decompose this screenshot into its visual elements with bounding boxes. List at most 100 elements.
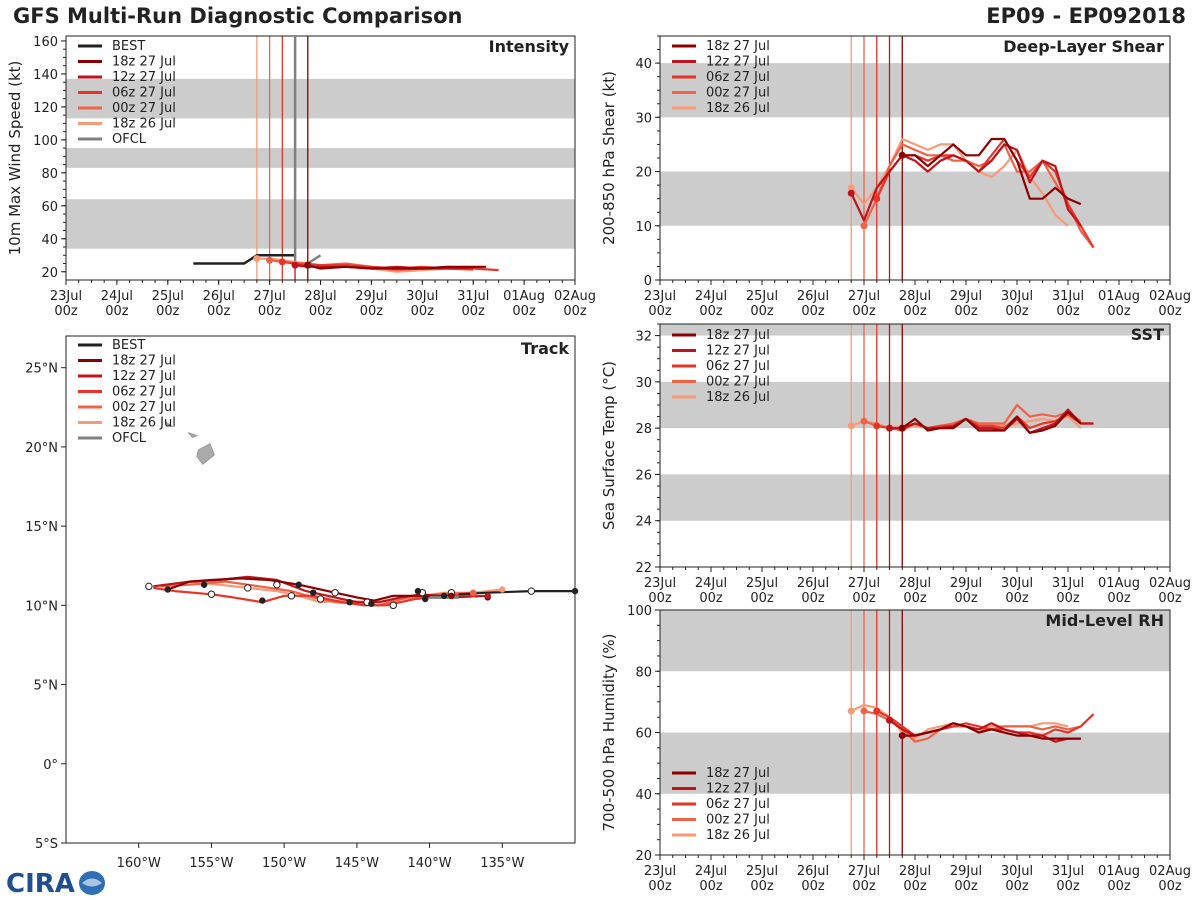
track-series-18z-27-Jul: [167, 577, 452, 602]
track-ytick-label: 25°N: [25, 362, 58, 377]
rh-legend-entry: 06z 27 Jul: [706, 797, 770, 812]
track-land-maui: [187, 432, 199, 438]
sst-band-2: [660, 324, 1170, 336]
sst-ytick-label: 28: [635, 422, 652, 437]
track-xtick-label: 150°W: [262, 856, 306, 871]
rh-xtick-label: 26Jul: [797, 864, 829, 879]
rh-xtick-label: 24Jul: [695, 864, 727, 879]
track-ytick-label: 0°: [43, 758, 58, 773]
track-legend-entry: BEST: [112, 338, 145, 353]
shear-xtick-label: 00z: [699, 304, 723, 319]
intensity-ytick-label: 100: [33, 134, 58, 149]
intensity-xtick-label: 00z: [563, 304, 587, 319]
shear-xtick-label: 00z: [648, 304, 672, 319]
sst-legend-entry: 12z 27 Jul: [706, 344, 770, 359]
track-ytick-label: 5°N: [34, 679, 59, 694]
rh-xtick-label: 00z: [801, 879, 825, 894]
rh-xtick-label: 00z: [1056, 879, 1080, 894]
track-open-marker: [287, 592, 296, 600]
shear-ylabel: 200-850 hPa Shear (kt): [600, 71, 618, 245]
shear-series-12z-27-Jul: [850, 143, 1082, 227]
rh-ylabel: 700-500 hPa Humidity (%): [600, 633, 618, 831]
intensity-xtick-label: 00z: [462, 304, 486, 319]
track-open-marker: [527, 587, 536, 595]
sst-init-point: [886, 424, 893, 432]
rh-series-18z-27-Jul: [902, 722, 1081, 740]
track-filled-marker: [164, 586, 171, 593]
shear-xtick-label: 00z: [1005, 304, 1029, 319]
track-ytick-label: 20°N: [25, 441, 58, 456]
sst-ytick-label: 32: [635, 330, 652, 345]
intensity-band-2: [66, 78, 575, 119]
track-xtick-label: 160°W: [117, 856, 161, 871]
track-filled-marker: [414, 587, 422, 595]
track-filled-marker: [368, 600, 375, 607]
sst-xtick-label: 00z: [1005, 591, 1029, 606]
intensity-series-18z-27-Jul: [307, 264, 486, 270]
intensity-xtick-label: 30Jul: [406, 289, 438, 304]
sst-xtick-label: 00z: [903, 591, 927, 606]
track-filled-marker: [200, 581, 208, 588]
sst-xtick-label: 25Jul: [746, 576, 778, 591]
track-xtick-label: 145°W: [335, 856, 379, 871]
intensity-xtick-label: 31Jul: [457, 289, 489, 304]
intensity-init-point: [291, 261, 299, 269]
track-open-marker: [316, 595, 325, 603]
track-init-point: [470, 589, 477, 596]
shear-legend-entry: 18z 27 Jul: [706, 39, 770, 54]
track-legend-entry: 06z 27 Jul: [112, 385, 176, 400]
intensity-ylabel: 10m Max Wind Speed (kt): [6, 61, 24, 256]
intensity-legend-entry: BEST: [112, 39, 145, 54]
rh-init-point: [898, 732, 906, 740]
intensity-xtick-label: 00z: [258, 304, 282, 319]
track-filled-marker: [259, 597, 266, 604]
sst-xtick-label: 00z: [852, 591, 876, 606]
rh-xtick-label: 25Jul: [746, 864, 778, 879]
storm-id: EP09 - EP092018: [986, 4, 1186, 28]
shear-legend-entry: 00z 27 Jul: [706, 86, 770, 101]
shear-xtick-label: 29Jul: [950, 289, 982, 304]
shear-init-point: [847, 189, 855, 197]
track-ytick-label: 15°N: [25, 520, 58, 535]
track-xtick-label: 135°W: [480, 856, 524, 871]
panel-rh: 2040608010023Jul00z24Jul00z25Jul00z26Jul…: [600, 604, 1191, 894]
sst-init-point: [873, 422, 881, 430]
shear-ytick-label: 30: [635, 111, 652, 126]
shear-band-0: [660, 171, 1170, 226]
rh-xtick-label: 23Jul: [644, 864, 676, 879]
shear-xtick-label: 31Jul: [1052, 289, 1084, 304]
rh-xtick-label: 01Aug: [1098, 864, 1140, 879]
sst-init-point: [898, 424, 906, 432]
intensity-legend-entry: 00z 27 Jul: [112, 101, 176, 116]
sst-xtick-label: 29Jul: [950, 576, 982, 591]
shear-legend-entry: 12z 27 Jul: [706, 55, 770, 70]
intensity-xtick-label: 25Jul: [152, 289, 184, 304]
shear-band-1: [660, 63, 1170, 118]
intensity-init-point: [278, 258, 286, 266]
intensity-ytick-label: 20: [41, 266, 58, 281]
intensity-init-point: [266, 256, 274, 264]
rh-init-point: [847, 707, 855, 715]
rh-xtick-label: 31Jul: [1052, 864, 1084, 879]
intensity-xtick-label: 01Aug: [503, 289, 545, 304]
sst-ylabel: Sea Surface Temp (°C): [600, 361, 618, 530]
intensity-init-point: [253, 255, 261, 263]
shear-init-point: [873, 195, 881, 203]
intensity-xtick-label: 00z: [105, 304, 129, 319]
sst-ytick-label: 30: [635, 376, 652, 391]
rh-band-1: [660, 610, 1170, 672]
track-open-marker: [244, 584, 252, 592]
sst-legend-entry: 00z 27 Jul: [706, 375, 770, 390]
sst-xtick-label: 00z: [750, 591, 774, 606]
track-ytick-label: 10°N: [25, 599, 58, 614]
shear-legend-entry: 18z 26 Jul: [706, 101, 770, 116]
intensity-xtick-label: 28Jul: [304, 289, 336, 304]
intensity-ytick-label: 120: [33, 101, 58, 116]
shear-xtick-label: 00z: [903, 304, 927, 319]
intensity-title: Intensity: [489, 37, 570, 56]
shear-xtick-label: 26Jul: [797, 289, 829, 304]
shear-series-00z-27-Jul: [863, 143, 1095, 249]
